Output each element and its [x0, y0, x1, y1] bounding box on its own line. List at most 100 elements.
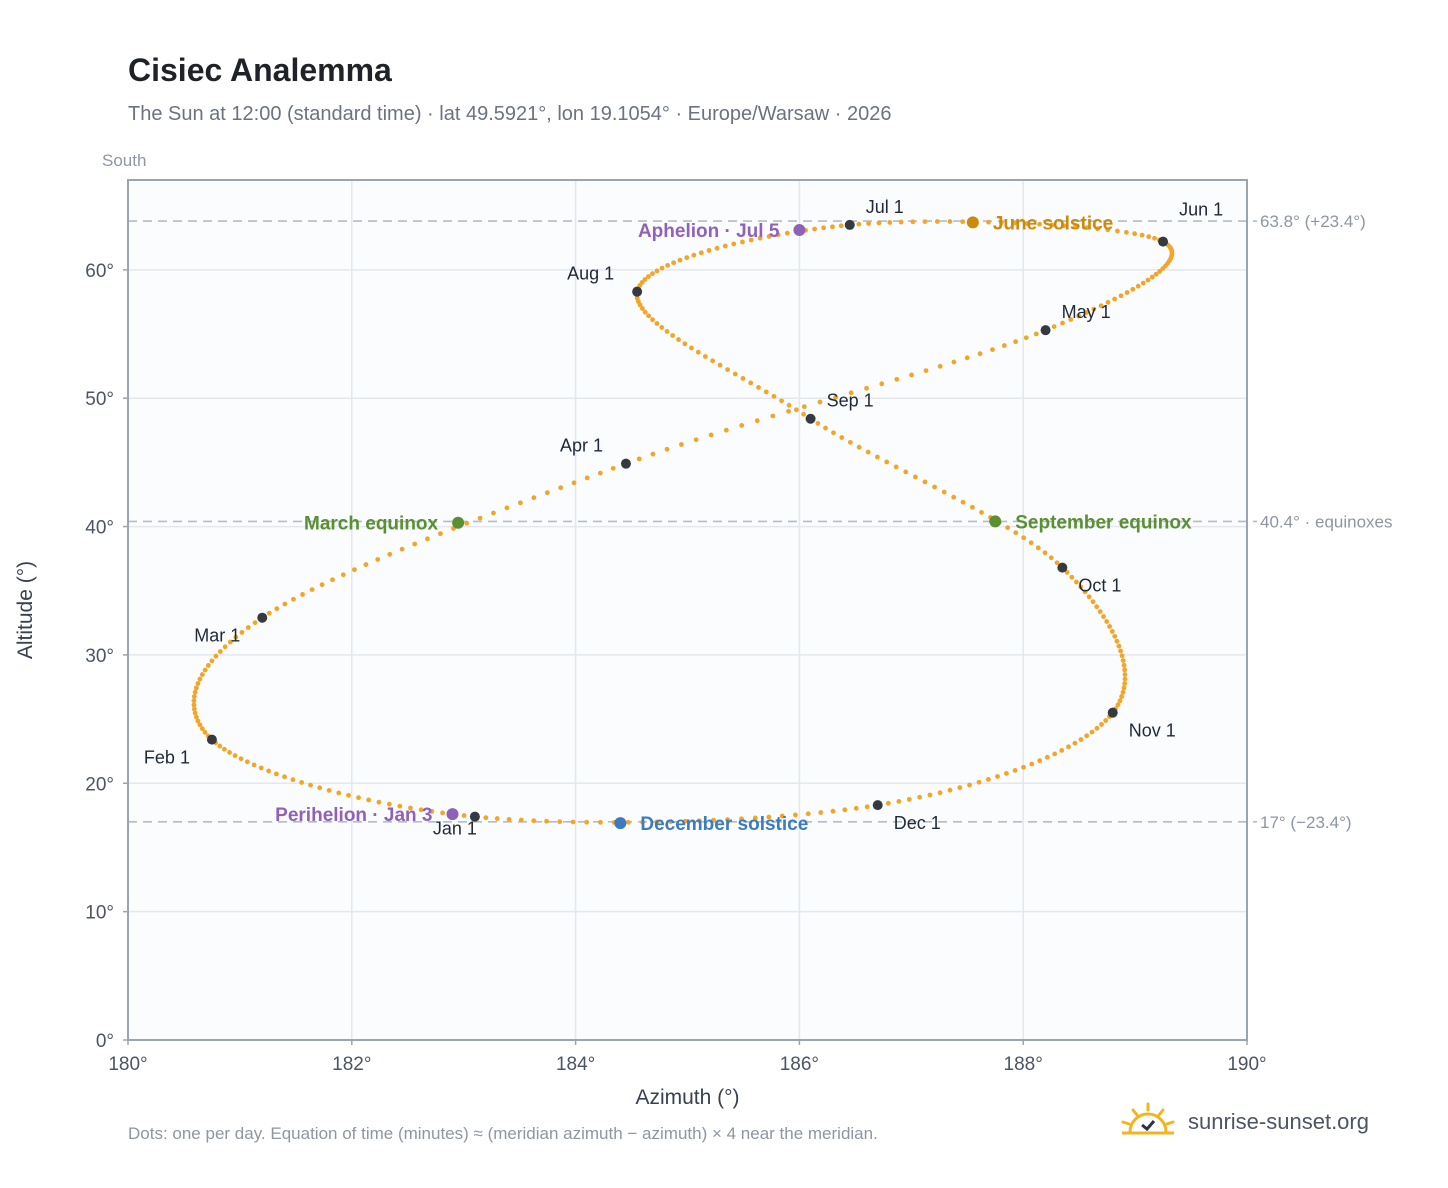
day-dot: [752, 815, 758, 821]
day-dot: [894, 376, 900, 382]
day-dot: [274, 606, 280, 612]
day-dot: [584, 475, 590, 481]
day-dot: [1064, 570, 1070, 575]
day-dot: [1105, 227, 1111, 233]
event-marker: [793, 224, 806, 237]
day-dot: [213, 653, 219, 659]
day-dot: [584, 819, 590, 825]
day-dot: [708, 432, 714, 438]
sun-icon: [1121, 1102, 1175, 1135]
day-dot: [696, 818, 702, 824]
day-dot: [665, 262, 671, 268]
day-dot: [985, 777, 991, 782]
day-dot: [363, 562, 369, 567]
day-dot: [418, 807, 424, 813]
day-dot: [927, 792, 933, 798]
day-dot: [934, 219, 940, 224]
day-dot: [326, 788, 332, 793]
day-dot: [1073, 579, 1079, 585]
day-dot: [766, 233, 772, 239]
daily-dots: [191, 219, 1175, 825]
day-dot: [903, 469, 909, 475]
day-dot: [1103, 718, 1109, 723]
day-dot: [195, 718, 201, 724]
day-dot: [990, 347, 995, 352]
month-label: Nov 1: [1129, 721, 1176, 741]
day-dot: [722, 243, 728, 249]
day-dot: [397, 803, 403, 809]
day-dot: [1076, 313, 1082, 319]
month-label: Jan 1: [433, 819, 477, 839]
day-dot: [408, 805, 413, 811]
day-dot: [1121, 685, 1127, 691]
day-dot: [570, 819, 576, 825]
reference-label: 40.4° · equinoxes: [1260, 512, 1393, 531]
day-dot: [1122, 681, 1128, 686]
day-dot: [756, 384, 761, 390]
day-dot: [879, 381, 885, 387]
day-dot: [864, 804, 870, 810]
day-dot: [951, 494, 957, 500]
day-dot: [387, 551, 393, 557]
month-marker: [257, 612, 268, 623]
day-dot: [227, 639, 233, 645]
event-label: Perihelion · Jan 3: [275, 805, 432, 826]
day-dot: [195, 681, 201, 686]
day-dot: [823, 425, 828, 431]
day-dot: [1084, 225, 1090, 231]
day-dot: [192, 689, 198, 695]
day-dot: [1061, 223, 1067, 229]
footnote: Dots: one per day. Equation of time (min…: [128, 1124, 878, 1143]
day-dot: [711, 817, 716, 823]
day-dot: [725, 367, 730, 372]
month-label: Feb 1: [144, 748, 190, 768]
event-marker: [446, 808, 459, 821]
day-dot: [654, 321, 660, 326]
brand-link[interactable]: sunrise-sunset.org: [1120, 1102, 1369, 1142]
day-dot: [689, 345, 694, 351]
day-dot: [671, 260, 677, 266]
day-dot: [650, 317, 655, 323]
day-dot: [1135, 283, 1141, 289]
day-dot: [947, 219, 953, 224]
day-dot: [999, 220, 1004, 225]
day-dot: [245, 625, 251, 630]
day-dot: [217, 743, 223, 749]
day-dot: [951, 359, 957, 365]
day-dot: [483, 815, 489, 821]
day-dot: [199, 672, 205, 677]
day-dot: [336, 790, 342, 796]
day-dot: [266, 768, 272, 774]
day-dot: [937, 363, 943, 369]
day-dot: [544, 490, 550, 496]
day-dot: [732, 371, 738, 377]
day-dot: [1066, 744, 1071, 750]
event-marker: [966, 216, 979, 229]
day-dot: [812, 226, 817, 232]
day-dot: [1048, 555, 1054, 561]
y-tick-label: 10°: [85, 903, 114, 924]
day-dot: [1033, 331, 1039, 337]
day-dot: [1118, 648, 1124, 654]
month-label: Jul 1: [866, 197, 904, 217]
day-dot: [191, 698, 197, 704]
day-dot: [491, 510, 496, 516]
day-dot: [1013, 530, 1019, 536]
day-dot: [1114, 638, 1120, 644]
day-dot: [205, 663, 211, 668]
day-dot: [1011, 220, 1017, 226]
day-dot: [557, 819, 563, 825]
day-dot: [636, 456, 642, 462]
day-dot: [330, 577, 335, 583]
day-dot: [517, 500, 523, 506]
month-marker: [1158, 236, 1169, 247]
day-dot: [1153, 271, 1159, 277]
day-dot: [898, 219, 904, 225]
day-dot: [1132, 231, 1138, 237]
day-dot: [1120, 689, 1126, 695]
day-dot: [217, 649, 223, 654]
event-marker: [452, 516, 465, 529]
day-dot: [1073, 224, 1078, 230]
day-dot: [831, 430, 836, 436]
day-dot: [494, 816, 500, 821]
